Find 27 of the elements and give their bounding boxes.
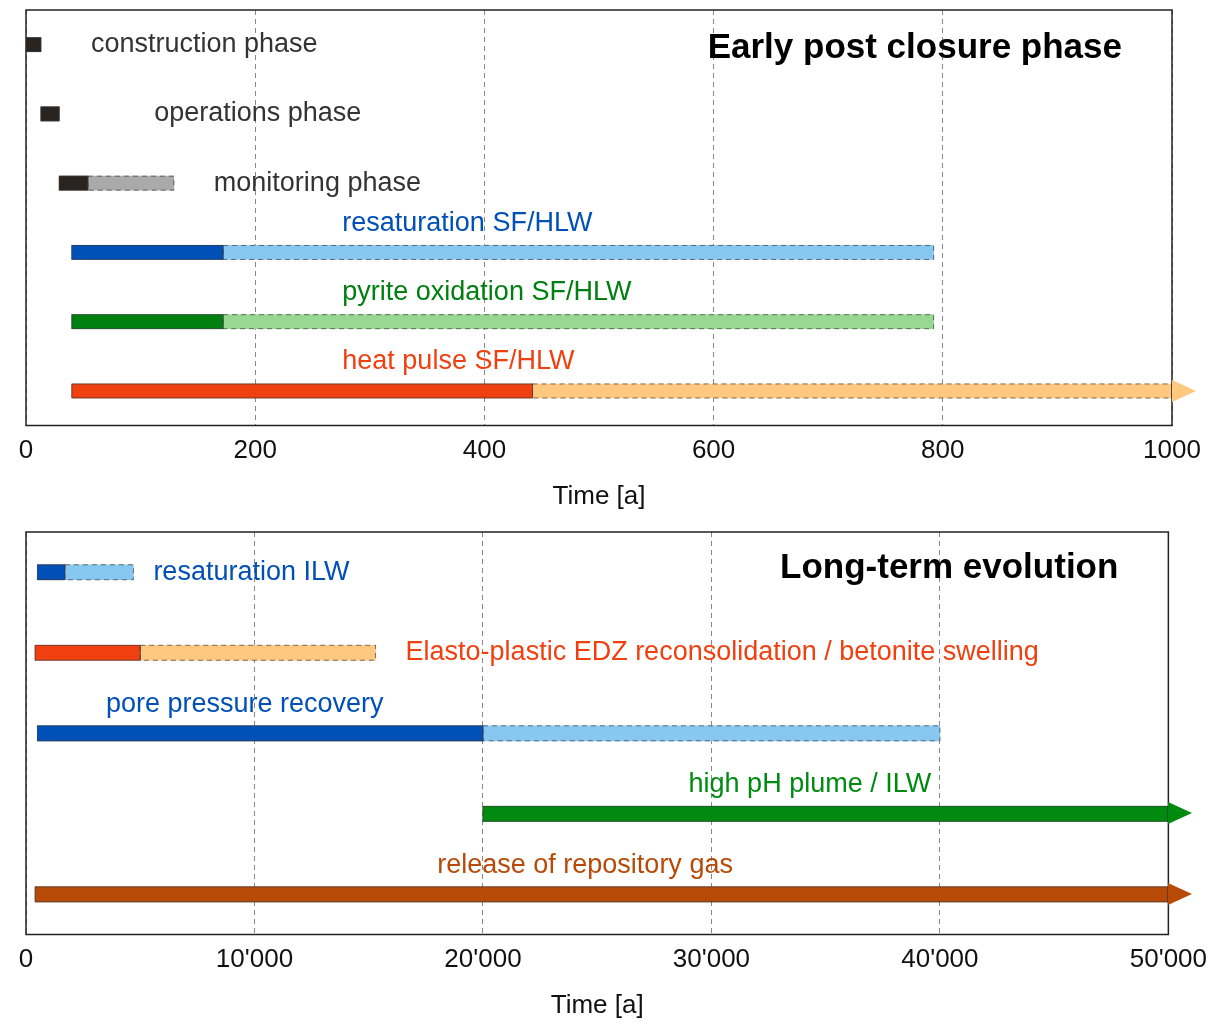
text: Early post closure phase xyxy=(707,25,1122,65)
x-tick-label: 600 xyxy=(691,434,736,465)
x-axis-title: Time [a] xyxy=(550,988,644,1019)
x-tick-label: 20'000 xyxy=(444,943,522,974)
x-tick-label: 30'000 xyxy=(672,943,751,974)
y-tick-label: release of repository gas xyxy=(437,848,733,879)
category-label: heat pulse SF/HLW xyxy=(342,345,575,376)
x-tick-label: 50'000 xyxy=(1129,943,1207,974)
x-tick-label: 400 xyxy=(462,434,507,465)
x-tick-label: 40'000 xyxy=(901,943,979,974)
y-tick-label: Elasto-plastic EDZ reconsolidation / betonite swelling xyxy=(405,636,1039,667)
x-tick-label: 0 xyxy=(18,943,34,974)
x-tick-label: 10'000 xyxy=(215,943,294,974)
category-label: resaturation SF/HLW xyxy=(342,206,593,237)
category-label: monitoring phase xyxy=(213,166,421,197)
x-tick-label: 200 xyxy=(233,434,277,465)
x-tick-label: 1000 xyxy=(1143,434,1201,465)
category-label: pyrite oxidation SF/HLW xyxy=(342,276,632,307)
y-tick-label: pore pressure recovery xyxy=(105,687,385,718)
chart-title: Long-term evolution xyxy=(780,545,1119,585)
category-label: operations phase xyxy=(154,97,362,128)
y-tick-label: resaturation ILW xyxy=(153,555,350,586)
x-tick-label: 0 xyxy=(18,434,34,465)
category-label: construction phase xyxy=(90,28,318,59)
x-axis-title: Time [a] xyxy=(552,479,646,510)
x-tick-label: 800 xyxy=(921,434,965,465)
y-tick-label: high pH plume / ILW xyxy=(688,768,932,799)
